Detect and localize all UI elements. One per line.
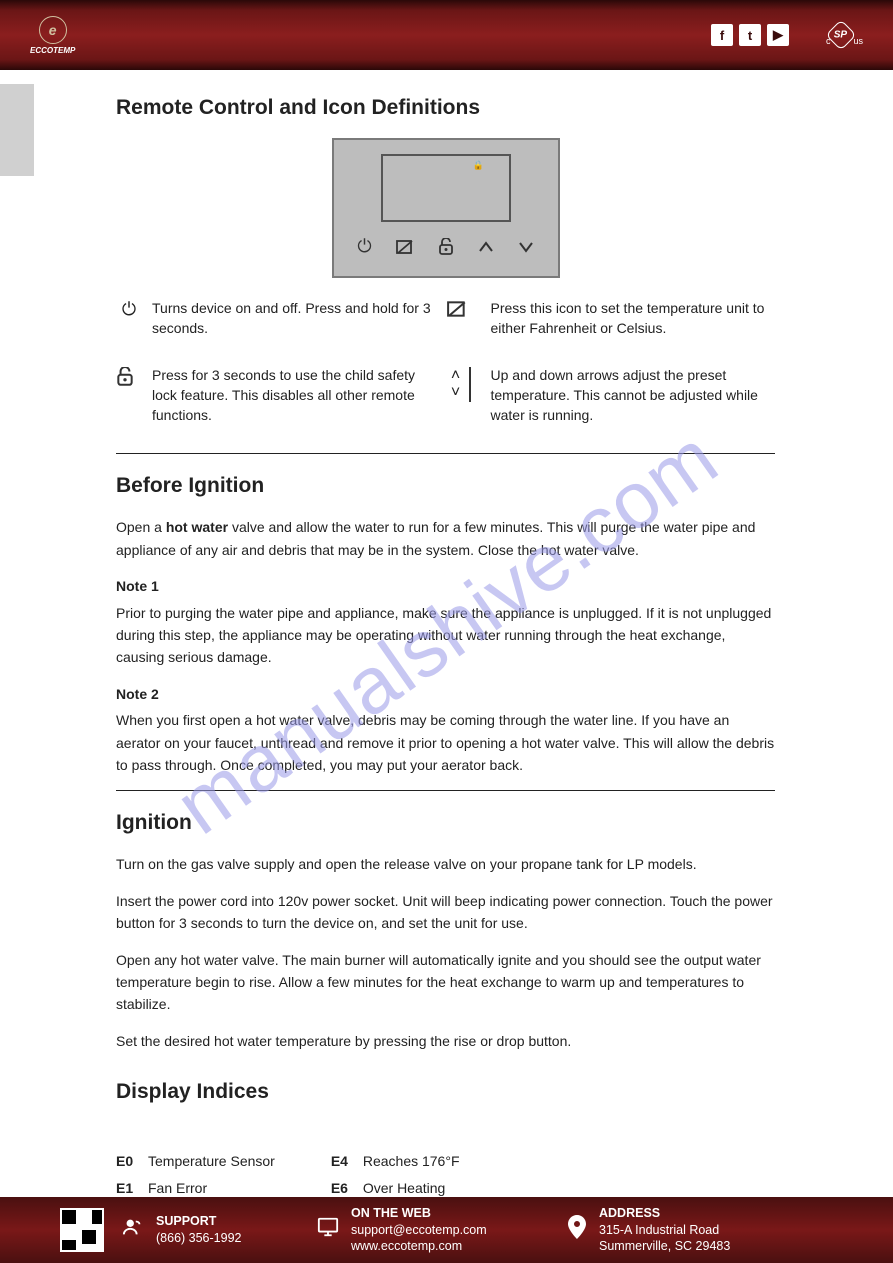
ignition-p3: Open any hot water valve. The main burne… [116,949,775,1016]
cert-badge: c SP us [825,24,863,46]
heading-remote: Remote Control and Icon Definitions [116,96,775,120]
footer-addr-title: ADDRESS [599,1205,730,1222]
power-icon: ⏻ [116,298,142,318]
panel-screen: 🔒 [381,154,511,222]
before-ignition-p1: Open a hot water valve and allow the wat… [116,516,775,561]
side-page-tab [0,84,34,176]
header-right: f t ▶ c SP us [711,24,863,46]
heading-before-ignition: Before Ignition [116,474,775,498]
note-1: Note 1 Prior to purging the water pipe a… [116,575,775,669]
index-row: E0Temperature Sensor [116,1148,275,1175]
footer-addr-2: Summerville, SC 29483 [599,1238,730,1255]
up-arrow-icon [478,236,494,257]
lock-indicator-icon: 🔒 [473,160,484,171]
child-lock-icon [116,365,142,387]
footer-support: SUPPORT (866) 356-1992 [122,1213,317,1247]
index-row: E4Reaches 176°F [331,1148,482,1175]
qr-code [60,1208,104,1252]
ignition-p2: Insert the power cord into 120v power so… [116,890,775,935]
heading-ignition: Ignition [116,811,775,835]
arrows-desc: Up and down arrows adjust the preset tem… [491,365,776,426]
header-bar: e ECCOTEMP f t ▶ c SP us [0,0,893,70]
icon-definitions-grid: ⏻ Turns device on and off. Press and hol… [116,298,775,425]
heading-display-indices: Display Indices [116,1080,775,1104]
monitor-icon [317,1216,339,1244]
temp-scale-icon [447,298,481,318]
remote-panel-illustration: 🔒 ⏻ [332,138,560,278]
support-icon [122,1216,144,1244]
youtube-icon[interactable]: ▶ [767,24,789,46]
up-down-arrows-icon: ˄˅ [447,365,481,402]
note-2: Note 2 When you first open a hot water v… [116,683,775,777]
footer-support-phone: (866) 356-1992 [156,1230,241,1247]
footer-support-title: SUPPORT [156,1213,241,1230]
child-lock-icon [438,236,454,257]
down-arrow-icon [518,236,534,257]
page-content: Remote Control and Icon Definitions 🔒 ⏻ … [116,96,775,1163]
footer-address: ADDRESS 315-A Industrial Road Summervill… [567,1205,827,1256]
location-pin-icon [567,1215,587,1245]
divider [116,453,775,454]
facebook-icon[interactable]: f [711,24,733,46]
temp-scale-desc: Press this icon to set the temperature u… [491,298,776,339]
footer-web-title: ON THE WEB [351,1205,487,1222]
brand-name: ECCOTEMP [30,46,75,55]
divider [116,790,775,791]
twitter-icon[interactable]: t [739,24,761,46]
child-lock-desc: Press for 3 seconds to use the child saf… [152,365,437,426]
power-desc: Turns device on and off. Press and hold … [152,298,437,339]
footer-addr-1: 315-A Industrial Road [599,1222,730,1239]
power-icon: ⏻ [357,236,371,257]
temp-scale-icon [396,236,414,257]
footer-web-url: www.eccotemp.com [351,1238,487,1255]
footer-web-email: support@eccotemp.com [351,1222,487,1239]
ignition-p4: Set the desired hot water temperature by… [116,1030,775,1052]
brand-logo: e ECCOTEMP [30,16,75,55]
ignition-p1: Turn on the gas valve supply and open th… [116,853,775,875]
footer-web: ON THE WEB support@eccotemp.com www.ecco… [317,1205,567,1256]
brand-logo-mark: e [39,16,67,44]
footer-bar: SUPPORT (866) 356-1992 ON THE WEB suppor… [0,1197,893,1263]
